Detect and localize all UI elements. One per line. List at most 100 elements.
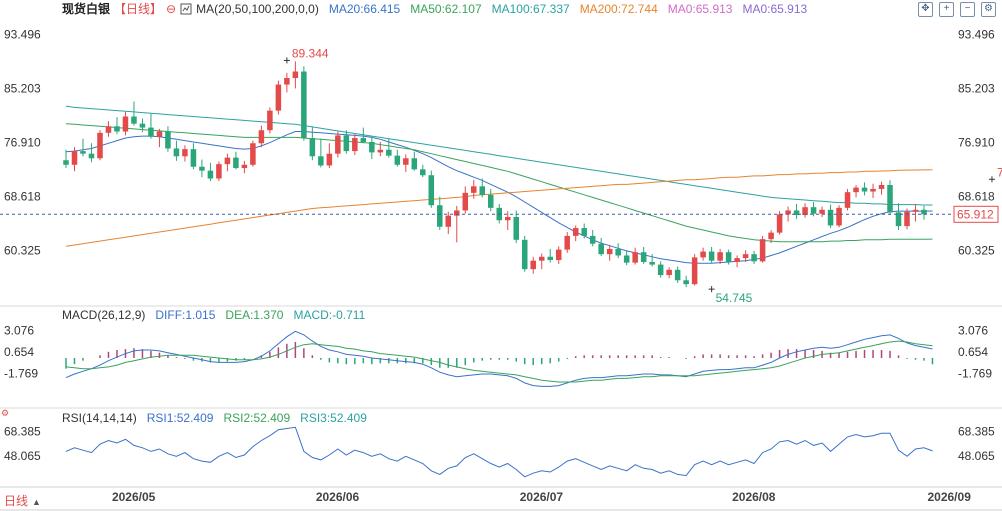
annotation-label-high: 89.344: [292, 46, 329, 60]
candle: [776, 211, 783, 235]
candle-body: [810, 207, 817, 214]
rsi-label: RSI(14,14,14): [62, 411, 137, 425]
y-tick-label-right: 93.496: [958, 27, 995, 41]
candle: [258, 125, 265, 148]
candle: [224, 153, 231, 172]
candle: [309, 126, 316, 161]
candle: [513, 210, 519, 244]
candle: [386, 138, 392, 158]
ma0a-value: MA0:65.913: [667, 2, 733, 16]
candle-body: [207, 170, 214, 179]
period-tab[interactable]: 日线 ▲: [4, 492, 41, 509]
candle: [870, 183, 876, 199]
candle-body: [700, 251, 706, 258]
candle-body: [657, 264, 664, 276]
candle-body: [190, 149, 197, 167]
zoom-out-icon[interactable]: −: [960, 2, 975, 17]
y-tick-label-right: 0.654: [958, 345, 988, 359]
candle-body: [479, 186, 486, 195]
candle-body: [615, 248, 621, 256]
candle-body: [369, 141, 375, 153]
candle-body: [572, 228, 579, 236]
candle-body: [80, 151, 86, 154]
last-price-tag: [953, 205, 999, 223]
y-tick-label-left: 3.076: [4, 324, 34, 338]
candle-body: [386, 149, 392, 156]
rsi-settings-icon[interactable]: ⚙: [1, 408, 10, 418]
period-label[interactable]: 【日线】: [114, 2, 163, 16]
candle-body: [63, 160, 69, 165]
y-tick-label-right: 3.076: [958, 324, 988, 338]
candle-body: [555, 249, 562, 261]
candle-body: [513, 216, 519, 240]
candle-body: [462, 192, 469, 211]
candle: [895, 203, 902, 231]
move-icon[interactable]: ✥: [918, 2, 933, 17]
candle: [445, 211, 452, 234]
candle: [853, 185, 859, 198]
candle: [768, 230, 774, 244]
y-tick-label-left: 0.654: [4, 345, 34, 359]
dea-value: DEA:1.370: [225, 308, 284, 322]
candle-body: [420, 169, 426, 176]
candle-body: [199, 166, 205, 171]
candle: [292, 61, 299, 89]
candle-body: [275, 84, 282, 111]
candle: [547, 248, 553, 263]
indicator-settings-icon[interactable]: [180, 3, 192, 15]
candle: [369, 136, 375, 159]
y-tick-label-left: 68.385: [4, 425, 41, 439]
candle-body: [309, 138, 316, 157]
candle: [708, 246, 715, 264]
macd-line-diff: [65, 330, 933, 387]
candle: [394, 149, 401, 167]
candle: [538, 253, 545, 270]
macd-legend: MACD(26,12,9) DIFF:1.015 DEA:1.370 MACD:-0.…: [62, 306, 375, 324]
candle-body: [606, 248, 613, 255]
candle: [199, 159, 205, 178]
y-tick-label-left: 60.325: [4, 244, 41, 258]
y-tick-label-right: 68.385: [958, 425, 995, 439]
candle: [623, 250, 630, 266]
candle-body: [471, 186, 477, 193]
candle-body: [589, 235, 596, 244]
candle: [555, 246, 562, 264]
settings-icon[interactable]: ⚙: [981, 2, 996, 17]
candle-body: [88, 153, 95, 159]
candle: [742, 250, 749, 262]
candle-body: [547, 256, 553, 261]
y-tick-label-right: 85.203: [958, 81, 995, 95]
candle: [827, 204, 834, 229]
candle: [521, 235, 528, 272]
diff-value: DIFF:1.015: [155, 308, 216, 322]
candle: [241, 160, 248, 174]
y-tick-label-left: -1.769: [4, 367, 38, 381]
candle-body: [250, 143, 256, 165]
candle-body: [538, 256, 545, 261]
candle: [411, 151, 418, 171]
candle: [267, 107, 273, 134]
candle: [904, 208, 910, 230]
candle: [861, 182, 868, 196]
rsi3-value: RSI3:52.409: [300, 411, 367, 425]
zoom-in-icon[interactable]: +: [939, 2, 954, 17]
y-tick-label-left: 85.203: [4, 81, 41, 95]
candle-body: [165, 131, 171, 149]
macd-label: MACD(26,12,9): [62, 308, 146, 322]
candle: [131, 101, 137, 126]
candle-body: [861, 187, 868, 192]
candle-body: [708, 251, 715, 261]
candle: [657, 261, 664, 278]
candle: [802, 203, 808, 218]
candle: [190, 143, 197, 170]
candle: [301, 66, 307, 141]
candle: [606, 245, 613, 261]
candle-body: [623, 255, 630, 263]
instrument-title: 现货白银: [62, 2, 111, 16]
refresh-icon[interactable]: ⊖: [166, 2, 177, 16]
candle-body: [878, 185, 885, 189]
candle-body: [598, 243, 604, 255]
candle: [793, 203, 800, 219]
candle-body: [114, 126, 120, 132]
period-tab-label: 日线: [4, 494, 29, 508]
